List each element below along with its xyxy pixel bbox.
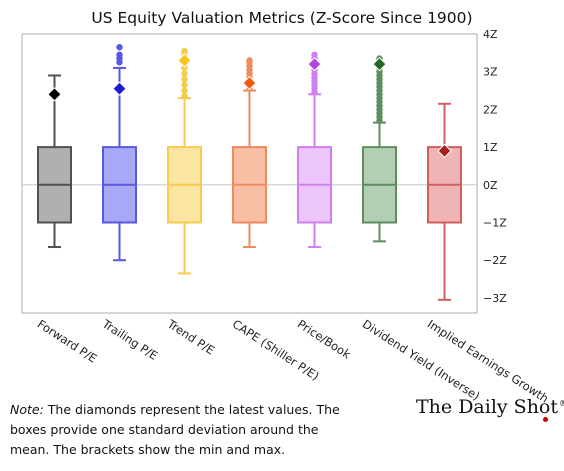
outlier-point <box>181 47 188 55</box>
box-group <box>167 47 202 275</box>
latest-value-diamond <box>307 56 322 72</box>
box-group <box>37 74 72 249</box>
outlier-point <box>181 70 188 77</box>
latest-value-diamond <box>112 81 127 96</box>
outlier-point <box>116 51 123 58</box>
latest-value-diamond <box>177 53 192 68</box>
footnote: Note: The diamonds represent the latest … <box>10 400 355 460</box>
latest-value-diamond <box>437 143 452 159</box>
box-group <box>102 43 137 262</box>
chart-title: US Equity Valuation Metrics (Z-Score Sin… <box>91 9 472 27</box>
box-group <box>232 57 267 249</box>
x-tick-label: Trailing P/E <box>99 316 160 363</box>
outlier-point <box>246 57 253 64</box>
y-tick-label: 0Z <box>483 179 498 192</box>
x-tick-label: Dividend Yield (Inverse) <box>360 317 483 403</box>
y-tick-label: 3Z <box>483 66 498 79</box>
footnote-label: Note: <box>10 402 44 417</box>
x-tick-label: Implied Earnings Growth <box>425 317 551 406</box>
latest-value-diamond <box>242 75 257 91</box>
outlier-point <box>311 51 318 58</box>
y-tick-label: 1Z <box>483 141 498 154</box>
outlier-point <box>181 75 188 83</box>
plot-area <box>21 33 478 314</box>
brand-red-dot <box>543 417 548 422</box>
outlier-point <box>181 87 188 94</box>
brand-name: The Daily Shot <box>416 396 559 418</box>
brand-logo: The Daily Shot® <box>416 396 564 422</box>
y-tick-label: 2Z <box>483 103 498 116</box>
y-tick-label: −2Z <box>483 254 507 267</box>
outlier-point <box>181 81 188 89</box>
x-tick-label: Trend P/E <box>164 316 217 357</box>
box-group <box>362 55 397 243</box>
x-tick-label: Price/Book <box>295 317 354 362</box>
brand-registered-mark: ® <box>559 398 564 408</box>
box-group <box>427 102 462 301</box>
latest-value-diamond <box>47 87 62 102</box>
y-tick-label: −3Z <box>483 292 507 305</box>
outlier-point <box>116 43 123 51</box>
outlier-point <box>181 92 188 100</box>
y-tick-label: 4Z <box>483 28 498 41</box>
box-group <box>297 51 332 249</box>
x-tick-label: Forward P/E <box>35 317 100 366</box>
y-tick-label: −1Z <box>483 217 507 230</box>
latest-value-diamond <box>372 56 387 72</box>
footnote-text: The diamonds represent the latest values… <box>10 402 340 457</box>
